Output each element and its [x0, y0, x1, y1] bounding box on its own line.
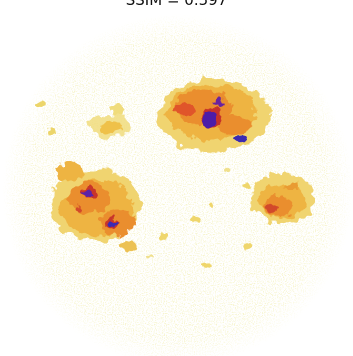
- solar-disk: [2, 14, 353, 356]
- active-region-left: [50, 164, 140, 252]
- active-region-upper-left: [86, 104, 130, 138]
- active-region-small-left: [35, 101, 57, 136]
- figure-title: SSIM = 0.597: [125, 0, 228, 9]
- scattered-faint-plage: [146, 168, 251, 269]
- active-region-right: [251, 173, 315, 223]
- active-region-upper-center: [158, 79, 270, 151]
